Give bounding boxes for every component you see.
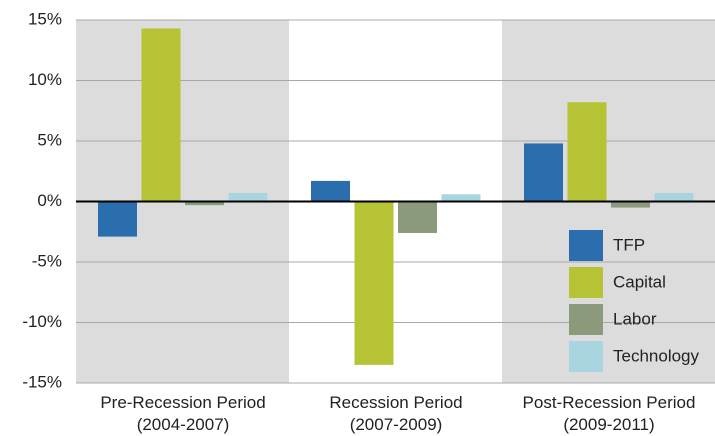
y-tick-label: 10% [28, 70, 62, 89]
legend-swatch [569, 341, 603, 372]
legend-swatch [569, 267, 603, 298]
bar [398, 201, 437, 233]
y-tick-label: -10% [22, 312, 62, 331]
bar [524, 143, 563, 202]
legend-swatch [569, 304, 603, 335]
legend-label: Technology [613, 346, 700, 365]
bar [228, 193, 268, 202]
bar [98, 201, 137, 237]
y-tick-label: 0% [37, 191, 62, 210]
legend-swatch [569, 230, 603, 261]
bar [185, 201, 224, 206]
legend-label: Labor [613, 309, 657, 328]
x-tick-label: Recession Period (2007-2009) [329, 393, 463, 434]
x-tick-label: Pre-Recession Period (2004-2007) [100, 393, 266, 434]
legend-label: Capital [613, 272, 666, 291]
bar [354, 201, 394, 365]
bar [441, 194, 481, 202]
bar [141, 28, 181, 202]
bar [654, 193, 694, 202]
legend-label: TFP [613, 235, 645, 254]
y-tick-label: -15% [22, 372, 62, 391]
x-tick-label: Post-Recession Period (2009-2011) [522, 393, 696, 434]
bar [611, 201, 650, 208]
bar [311, 180, 350, 202]
y-tick-label: 5% [37, 130, 62, 149]
y-tick-label: 15% [28, 9, 62, 28]
bar [567, 102, 607, 202]
y-tick-label: -5% [32, 251, 62, 270]
